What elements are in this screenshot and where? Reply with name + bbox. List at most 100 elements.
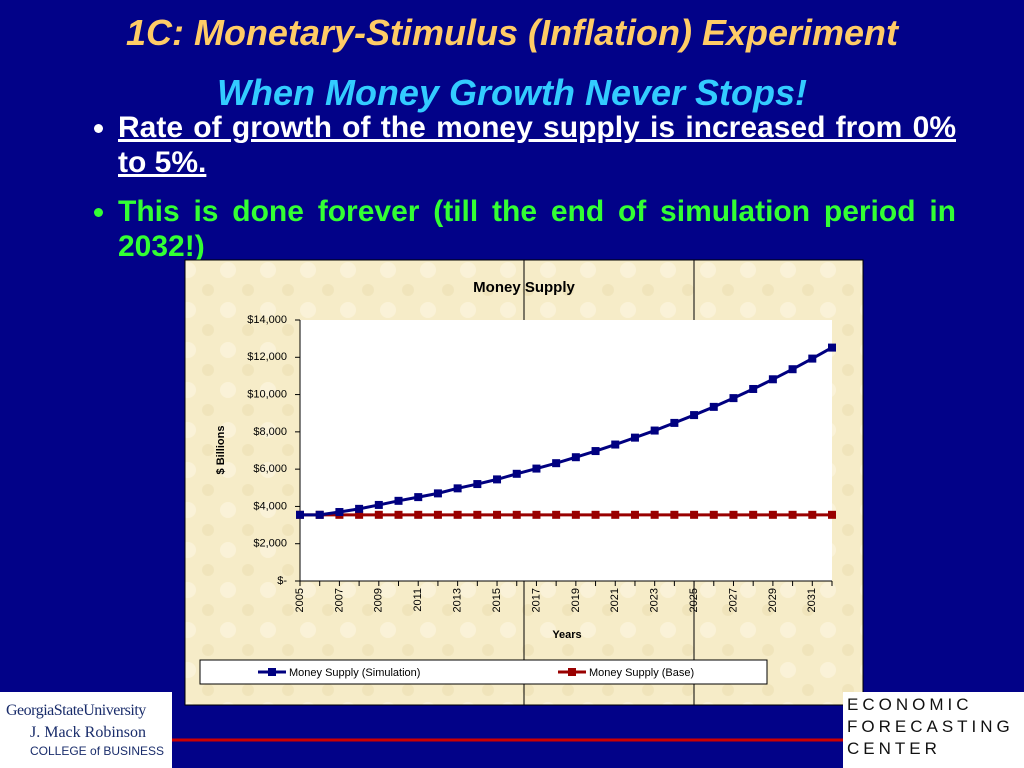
point: [650, 510, 659, 519]
point: [670, 418, 679, 427]
x-tick-label: 2029: [767, 588, 779, 612]
point: [414, 510, 423, 519]
logo-text: CENTER: [847, 739, 941, 758]
y-tick-label: $14,000: [247, 314, 287, 326]
legend-label: Money Supply (Simulation): [289, 667, 420, 679]
point: [729, 394, 738, 403]
point: [493, 475, 502, 484]
point: [670, 510, 679, 519]
y-tick-label: $4,000: [253, 500, 287, 512]
x-axis-title: Years: [552, 629, 581, 641]
point: [591, 510, 600, 519]
point: [355, 510, 364, 519]
y-tick-label: $2,000: [253, 538, 287, 550]
bullet: This is done forever (till the end of si…: [118, 194, 956, 264]
series-line: [300, 346, 833, 517]
x-tick-label: 2013: [452, 588, 464, 612]
point: [828, 510, 836, 519]
point: [552, 459, 561, 468]
point: [394, 496, 403, 505]
point: [690, 510, 699, 519]
point: [473, 480, 482, 489]
slide-subtitle: When Money Growth Never Stops!: [216, 72, 808, 113]
x-tick-label: 2025: [688, 588, 700, 612]
y-tick-label: $12,000: [247, 351, 287, 363]
x-tick-label: 2011: [412, 588, 424, 612]
point: [630, 510, 639, 519]
x-tick-label: 2023: [649, 588, 661, 612]
logo-text: ECONOMIC: [847, 695, 973, 714]
legend: [199, 659, 768, 685]
point: [591, 447, 600, 456]
point: [808, 354, 817, 363]
point: [749, 510, 758, 519]
point: [335, 508, 344, 517]
point: [493, 510, 502, 519]
plot-area: [300, 320, 832, 581]
x-tick-label: 2007: [333, 588, 345, 612]
y-tick-label: $8,000: [253, 426, 287, 438]
y-tick-label: $10,000: [247, 388, 287, 400]
point: [571, 453, 580, 462]
x-tick-label: 2009: [373, 588, 385, 612]
point: [532, 464, 541, 473]
logo-text: J. Mack Robinson: [30, 724, 146, 741]
point: [768, 375, 777, 384]
point: [433, 489, 442, 498]
y-axis-title: $ Billions: [215, 426, 227, 475]
x-tick-label: 2015: [491, 588, 503, 612]
legend-marker: [568, 668, 576, 676]
legend-label: Money Supply (Base): [589, 667, 694, 679]
point: [571, 510, 580, 519]
point: [473, 510, 482, 519]
center-logo: ECONOMIC FORECASTING CENTER: [843, 692, 1024, 768]
point: [296, 510, 304, 519]
point: [394, 510, 403, 519]
point: [690, 411, 699, 420]
x-tick-label: 2021: [609, 588, 621, 612]
bullet-text: This is done forever (till the end of si…: [118, 195, 956, 263]
point: [611, 510, 620, 519]
point: [414, 493, 423, 502]
point: [788, 510, 797, 519]
chart-title: Money Supply: [473, 279, 575, 296]
point: [355, 504, 364, 513]
point: [552, 510, 561, 519]
bullet-text: Rate of growth of the money supply is in…: [118, 111, 956, 179]
logo-text: COLLEGE of BUSINESS: [30, 744, 165, 758]
university-logo: GeorgiaStateUniversity J. Mack Robinson …: [0, 692, 172, 768]
point: [512, 469, 521, 478]
logo-text: GeorgiaStateUniversity: [6, 702, 146, 719]
point: [630, 433, 639, 442]
point: [374, 500, 383, 509]
point: [788, 365, 797, 374]
point: [768, 510, 777, 519]
x-tick-label: 2017: [530, 588, 542, 612]
point: [315, 510, 324, 519]
x-tick-label: 2027: [727, 588, 739, 612]
bullet: Rate of growth of the money supply is in…: [118, 110, 956, 180]
slide-title: 1C: Monetary-Stimulus (Inflation) Experi…: [125, 12, 899, 53]
point: [611, 440, 620, 449]
x-tick-label: 2005: [294, 588, 306, 612]
point: [709, 402, 718, 411]
point: [532, 510, 541, 519]
point: [828, 343, 836, 352]
point: [453, 510, 462, 519]
point: [709, 510, 718, 519]
point: [729, 510, 738, 519]
point: [650, 426, 659, 435]
point: [433, 510, 442, 519]
point: [512, 510, 521, 519]
x-tick-label: 2019: [570, 588, 582, 612]
point: [453, 484, 462, 493]
logo-text: FORECASTING: [847, 717, 1014, 736]
y-tick-label: $6,000: [253, 463, 287, 475]
point: [749, 384, 758, 393]
bullet-list: Rate of growth of the money supply is in…: [80, 110, 956, 278]
y-tick-label: $-: [277, 575, 287, 587]
point: [374, 510, 383, 519]
point: [808, 510, 817, 519]
